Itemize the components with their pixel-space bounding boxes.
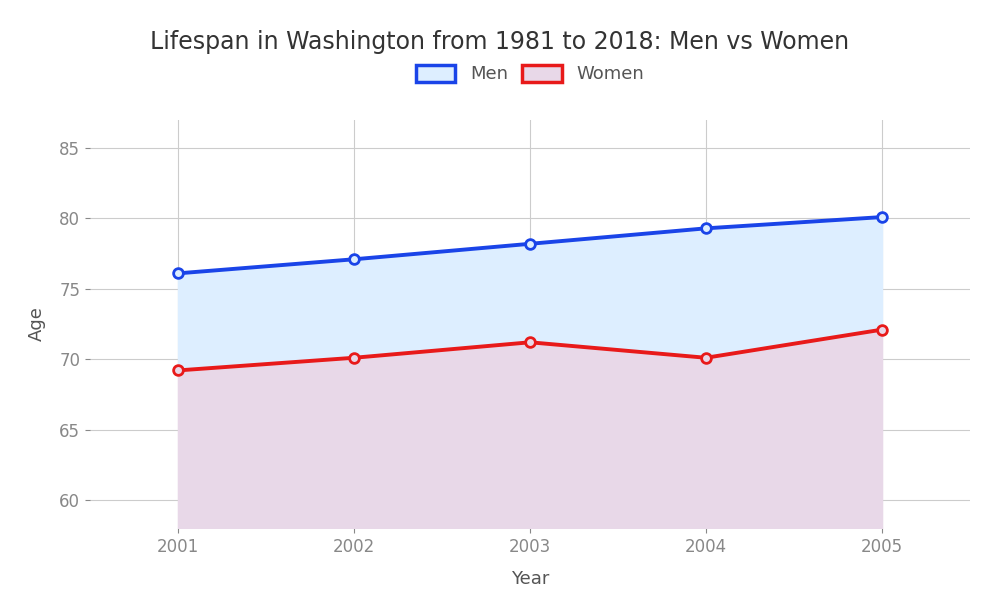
Text: Lifespan in Washington from 1981 to 2018: Men vs Women: Lifespan in Washington from 1981 to 2018… <box>150 30 850 54</box>
Y-axis label: Age: Age <box>27 307 45 341</box>
Legend: Men, Women: Men, Women <box>407 56 653 92</box>
X-axis label: Year: Year <box>511 569 549 587</box>
